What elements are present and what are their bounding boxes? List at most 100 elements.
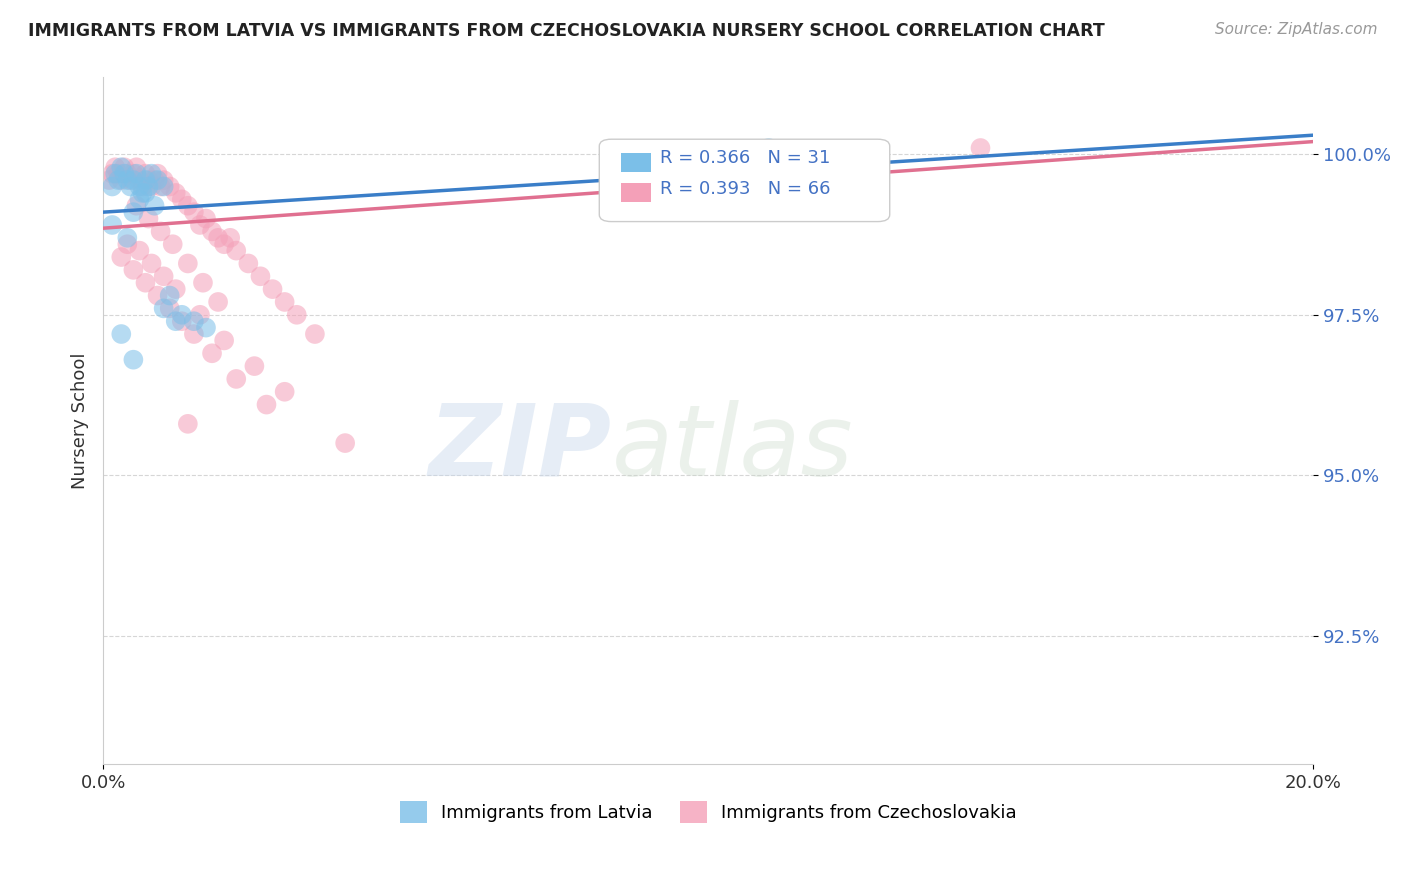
Point xyxy=(285,308,308,322)
Point xyxy=(128,244,150,258)
Point xyxy=(128,173,150,187)
Point xyxy=(138,211,160,226)
Point xyxy=(107,167,129,181)
Point xyxy=(146,173,169,187)
Point xyxy=(141,256,163,270)
Point xyxy=(125,199,148,213)
Point xyxy=(101,179,124,194)
Point xyxy=(177,417,200,431)
Point xyxy=(120,179,142,194)
Point xyxy=(110,173,132,187)
Point xyxy=(134,186,156,200)
Point xyxy=(191,276,214,290)
Point xyxy=(201,346,224,360)
Text: atlas: atlas xyxy=(612,400,853,497)
Text: ZIP: ZIP xyxy=(429,400,612,497)
Point xyxy=(333,436,356,450)
Legend: Immigrants from Latvia, Immigrants from Czechoslovakia: Immigrants from Latvia, Immigrants from … xyxy=(399,801,1017,823)
Point xyxy=(183,326,205,341)
Point xyxy=(138,173,160,187)
Point xyxy=(183,205,205,219)
Point xyxy=(117,237,139,252)
Point xyxy=(141,167,163,181)
Point xyxy=(225,244,247,258)
Point xyxy=(120,173,142,187)
Point xyxy=(112,160,135,174)
Point xyxy=(152,269,174,284)
Point xyxy=(162,237,184,252)
Point xyxy=(101,218,124,232)
Point xyxy=(122,263,145,277)
Point xyxy=(183,314,205,328)
Point xyxy=(212,334,235,348)
Point xyxy=(101,167,124,181)
Point xyxy=(104,160,127,174)
Point xyxy=(170,192,193,206)
Point xyxy=(110,160,132,174)
Point xyxy=(117,231,139,245)
Point xyxy=(188,218,211,232)
Point xyxy=(177,256,200,270)
Point xyxy=(170,308,193,322)
Point xyxy=(110,250,132,264)
Point xyxy=(138,179,160,194)
Point xyxy=(134,276,156,290)
FancyBboxPatch shape xyxy=(621,153,651,172)
Point xyxy=(201,224,224,238)
Point xyxy=(152,179,174,194)
Point xyxy=(207,231,229,245)
Point xyxy=(159,288,181,302)
Point xyxy=(122,352,145,367)
Point xyxy=(149,179,172,194)
Point xyxy=(165,186,187,200)
Point xyxy=(104,167,127,181)
Point xyxy=(165,314,187,328)
Point xyxy=(152,301,174,316)
Point xyxy=(141,179,163,194)
Point xyxy=(170,314,193,328)
Point xyxy=(122,205,145,219)
Point xyxy=(122,167,145,181)
FancyBboxPatch shape xyxy=(621,183,651,202)
Point xyxy=(152,173,174,187)
Point xyxy=(195,211,218,226)
Point xyxy=(149,224,172,238)
Point xyxy=(143,173,166,187)
Point xyxy=(243,359,266,373)
Point xyxy=(117,173,139,187)
Point xyxy=(117,167,139,181)
Point xyxy=(131,179,153,194)
Point xyxy=(758,141,780,155)
Point xyxy=(146,167,169,181)
Text: IMMIGRANTS FROM LATVIA VS IMMIGRANTS FROM CZECHOSLOVAKIA NURSERY SCHOOL CORRELAT: IMMIGRANTS FROM LATVIA VS IMMIGRANTS FRO… xyxy=(28,22,1105,40)
Point xyxy=(107,173,129,187)
Point xyxy=(128,179,150,194)
Point xyxy=(165,282,187,296)
Text: R = 0.393   N = 66: R = 0.393 N = 66 xyxy=(659,179,831,198)
Point xyxy=(112,167,135,181)
Point xyxy=(110,326,132,341)
Point xyxy=(146,288,169,302)
Point xyxy=(212,237,235,252)
Text: R = 0.366   N = 31: R = 0.366 N = 31 xyxy=(659,150,830,168)
Point xyxy=(128,192,150,206)
Point xyxy=(256,398,278,412)
Point xyxy=(98,173,121,187)
Point xyxy=(143,199,166,213)
Point xyxy=(304,326,326,341)
Point xyxy=(969,141,991,155)
Point xyxy=(273,295,295,310)
FancyBboxPatch shape xyxy=(599,139,890,221)
Point xyxy=(207,295,229,310)
Point xyxy=(195,320,218,334)
Point xyxy=(159,301,181,316)
Point xyxy=(125,160,148,174)
Point xyxy=(159,179,181,194)
Point xyxy=(249,269,271,284)
Point xyxy=(225,372,247,386)
Point xyxy=(177,199,200,213)
Point xyxy=(131,186,153,200)
Point xyxy=(134,173,156,187)
Point xyxy=(134,167,156,181)
Point xyxy=(262,282,284,296)
